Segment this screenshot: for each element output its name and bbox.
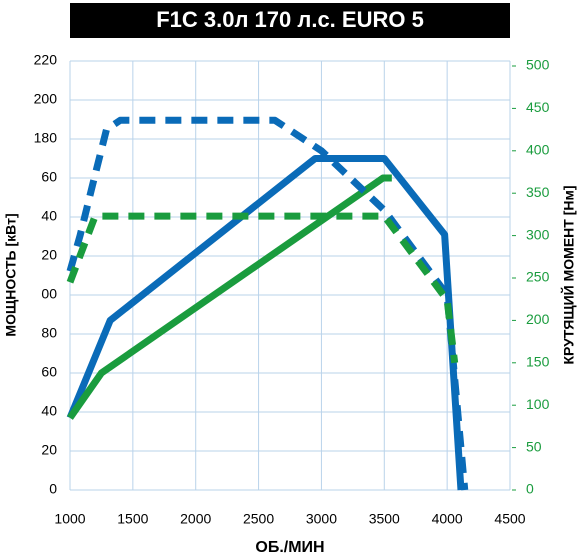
y-tick-label: 220 [34,52,58,68]
y2-tick-label: 450 [526,99,550,115]
y-tick-label: 200 [34,91,58,107]
x-tick-label: 2500 [243,511,274,527]
x-tick-label: 4500 [494,511,525,527]
x-tick-label: 3500 [369,511,400,527]
y-tick-label: 00 [41,286,57,302]
chart-title: F1C 3.0л 170 л.с. EURO 5 [156,7,424,32]
y-tick-label: 40 [41,403,57,419]
y2-tick-label: 200 [526,311,550,327]
series-line [66,212,459,364]
y-tick-label: 60 [41,169,57,185]
y-tick-label: 0 [49,481,57,497]
y2-tick-label: 250 [526,269,550,285]
y2-tick-label: 350 [526,184,550,200]
y2-axis-title: КРУТЯЩИЙ МОМЕНТ [Нм] [560,185,577,364]
series-line [67,174,392,420]
y-tick-label: 180 [34,130,58,146]
y-axis-title: МОЩНОСТЬ [кВт] [3,213,19,336]
x-tick-label: 3000 [306,511,337,527]
title-box [70,3,510,38]
y2-tick-label: 0 [526,481,534,497]
x-tick-label: 1000 [54,511,85,527]
x-tick-label: 2000 [180,511,211,527]
x-tick-label: 4000 [432,511,463,527]
y-tick-label: 40 [41,208,57,224]
x-axis-title: ОБ./МИН [255,539,324,556]
y2-tick-label: 500 [526,57,550,73]
series-line [66,116,469,491]
y-tick-label: 20 [41,442,57,458]
series-line [66,155,465,491]
y-tick-label: 60 [41,364,57,380]
y2-tick-label: 400 [526,142,550,158]
y2-tick-label: 50 [526,438,542,454]
x-tick-label: 1500 [117,511,148,527]
y2-tick-label: 150 [526,354,550,370]
y2-tick-label: 100 [526,396,550,412]
y-tick-label: 80 [41,325,57,341]
y-tick-label: 20 [41,247,57,263]
y2-tick-label: 300 [526,226,550,242]
